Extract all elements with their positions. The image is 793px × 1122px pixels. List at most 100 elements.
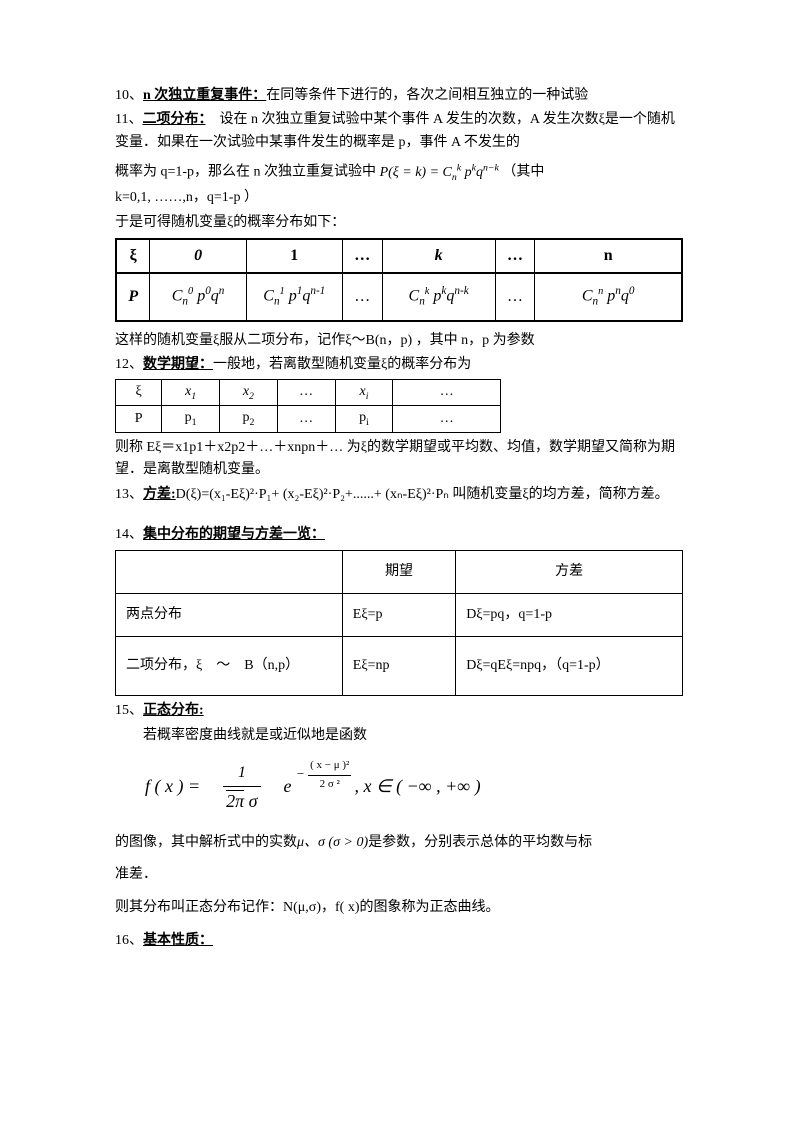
table-header-row: ξ 0 1 … k … n (116, 239, 682, 273)
item-16: 16、基本性质： (115, 926, 683, 957)
cell-1: Cn1 p1qn-1 (246, 273, 342, 321)
summary-table: 期望 方差 两点分布 Eξ=p Dξ=pq，q=1-p 二项分布，ξ ～ B（n… (115, 550, 683, 696)
item-15b: 的图像，其中解析式中的实数μ、σ (σ > 0)是参数，分别表示总体的平均数与标 (115, 828, 683, 859)
cell: 方差 (456, 551, 683, 594)
header-0: 0 (150, 239, 246, 273)
item-title: 二项分布： (142, 112, 205, 127)
cell: … (277, 406, 335, 432)
item-text: 在同等条件下进行的，各次之间相互独立的一种试验 (266, 88, 588, 103)
cell: … (277, 379, 335, 405)
cell: x1 (162, 379, 220, 405)
denominator: 2π σ (223, 787, 260, 816)
binomial-formula: P(ξ = k) = Cnk pkqn−k (380, 165, 503, 180)
notation: 记作：N(μ,σ) (241, 900, 321, 915)
cell: Dξ=pq，q=1-p (456, 594, 683, 637)
cell-dots: … (342, 273, 382, 321)
exp-num: ( x − μ )² (308, 757, 351, 776)
table-row: P p1 p2 … pi … (116, 406, 501, 432)
cell: p2 (220, 406, 278, 432)
cell-n: Cnn pnq0 (535, 273, 682, 321)
item-title: 正态分布: (143, 703, 204, 718)
item-15-intro: 若概率密度曲线就是或近似地是函数 (143, 725, 683, 747)
item-number: 14、 (115, 527, 143, 542)
cell: Dξ=qEξ=npq，（q=1-p） (456, 637, 683, 696)
item-15b-cont: 准差． (115, 860, 683, 891)
item-number: 11、 (115, 112, 142, 127)
text: 是参数，分别表示总体的平均数与标 (368, 835, 592, 850)
cell: ξ (116, 379, 162, 405)
item-number: 16、 (115, 933, 143, 948)
item-15c: 则其分布叫正态分布记作：N(μ,σ)，f( x)的图象称为正态曲线。 (115, 893, 683, 924)
cell: … (393, 379, 501, 405)
table-header-row: 期望 方差 (116, 551, 683, 594)
cell: 两点分布 (116, 594, 343, 637)
item-12b: 则称 Eξ＝x1p1＋x2p2＋…＋xnpn＋… 为ξ的数学期望或平均数、均值，… (115, 437, 683, 482)
header-k: k (382, 239, 495, 273)
after-table1: 这样的随机变量ξ服从二项分布，记作ξ～B(n，p) ，其中 n，p 为参数 (115, 330, 683, 352)
table-row: 两点分布 Eξ=p Dξ=pq，q=1-p (116, 594, 683, 637)
header-dots: … (342, 239, 382, 273)
table-prob-row: P Cn0 p0qn Cn1 p1qn-1 … Cnk pkqn-k … Cnn… (116, 273, 682, 321)
cell: 二项分布，ξ ～ B（n,p） (116, 637, 343, 696)
sup-nk: n−k (483, 162, 499, 173)
table-row: 二项分布，ξ ～ B（n,p） Eξ=np Dξ=qEξ=npq，（q=1-p） (116, 637, 683, 696)
item-11-line3: k=0,1, ……,n，q=1-p ） (115, 187, 683, 209)
text: 的图像，其中解析式中的实数 (115, 835, 297, 850)
item-number: 10、 (115, 88, 143, 103)
e-base: e (284, 776, 292, 796)
params: μ、σ (σ > 0) (297, 835, 368, 850)
cell: Eξ=np (342, 637, 455, 696)
cell: p1 (162, 406, 220, 432)
cell (116, 551, 343, 594)
item-12: 12、数学期望：一般地，若离散型随机变量ξ的概率分布为 (115, 354, 683, 376)
cell: pi (335, 406, 393, 432)
text: ，f( x)的图象称为正态曲线。 (321, 900, 500, 915)
item-15: 15、正态分布: (115, 700, 683, 722)
sup-k: k (457, 162, 461, 173)
item-11-line2: 概率为 q=1-p，那么在 n 次独立重复试验中 P(ξ = k) = Cnk … (115, 160, 683, 185)
item-title: 数学期望： (143, 357, 213, 372)
item-title: 基本性质： (143, 933, 213, 948)
document-page: 10、n 次独立重复事件：在同等条件下进行的，各次之间相互独立的一种试验 11、… (0, 0, 793, 1122)
cell-k: Cnk pkqn-k (382, 273, 495, 321)
text-left: 概率为 q=1-p，那么在 n 次独立重复试验中 (115, 165, 380, 180)
binomial-dist-table: ξ 0 1 … k … n P Cn0 p0qn Cn1 p1qn-1 … Cn… (115, 238, 683, 322)
item-text: 一般地，若离散型随机变量ξ的概率分布为 (213, 357, 471, 372)
cell: xi (335, 379, 393, 405)
header-xi: ξ (116, 239, 150, 273)
item-13: 13、方差:D(ξ)=(x₁-Eξ)²·P₁+ (x₂-Eξ)²·P₂+....… (115, 484, 683, 506)
item-10: 10、n 次独立重复事件：在同等条件下进行的，各次之间相互独立的一种试验 (115, 85, 683, 107)
text-right: （其中 (502, 165, 544, 180)
item-number: 13、 (115, 487, 143, 502)
q: q (476, 165, 483, 180)
p: p (465, 165, 472, 180)
cell-dots2: … (495, 273, 535, 321)
item-title: 集中分布的期望与方差一览： (143, 527, 325, 542)
expectation-dist-table: ξ x1 x2 … xi … P p1 p2 … pi … (115, 379, 501, 433)
item-title: n 次独立重复事件： (143, 88, 266, 103)
cell: x2 (220, 379, 278, 405)
item-14: 14、集中分布的期望与方差一览： (115, 524, 683, 546)
header-dots2: … (495, 239, 535, 273)
item-11-line1: 11、二项分布： 设在 n 次独立重复试验中某个事件 A 发生的次数，A 发生次… (115, 109, 683, 154)
numerator: 1 (223, 760, 260, 787)
item-number: 15、 (115, 703, 143, 718)
header-n: n (535, 239, 682, 273)
table-row: ξ x1 x2 … xi … (116, 379, 501, 405)
exp-den: 2 σ ² (308, 776, 351, 794)
item-number: 12、 (115, 357, 143, 372)
text: 则其分布叫正态分布 (115, 900, 241, 915)
normal-dist-formula: f ( x ) = 1 2π σ e − ( x − μ )² 2 σ ² , … (145, 757, 683, 816)
item-11-line4: 于是可得随机变量ξ的概率分布如下： (115, 212, 683, 234)
cell: P (116, 406, 162, 432)
item-text: D(ξ)=(x₁-Eξ)²·P₁+ (x₂-Eξ)²·P₂+......+ (x… (176, 487, 669, 502)
cell: 期望 (342, 551, 455, 594)
formula-left: P(ξ = k) = C (380, 165, 452, 180)
exponent-fraction: ( x − μ )² 2 σ ² (308, 757, 351, 793)
f-of-x: f ( x ) = (145, 776, 200, 796)
cell: Eξ=p (342, 594, 455, 637)
item-title: 方差: (143, 487, 176, 502)
row-label: P (116, 273, 150, 321)
cell-0: Cn0 p0qn (150, 273, 246, 321)
sub-n: n (452, 172, 457, 183)
